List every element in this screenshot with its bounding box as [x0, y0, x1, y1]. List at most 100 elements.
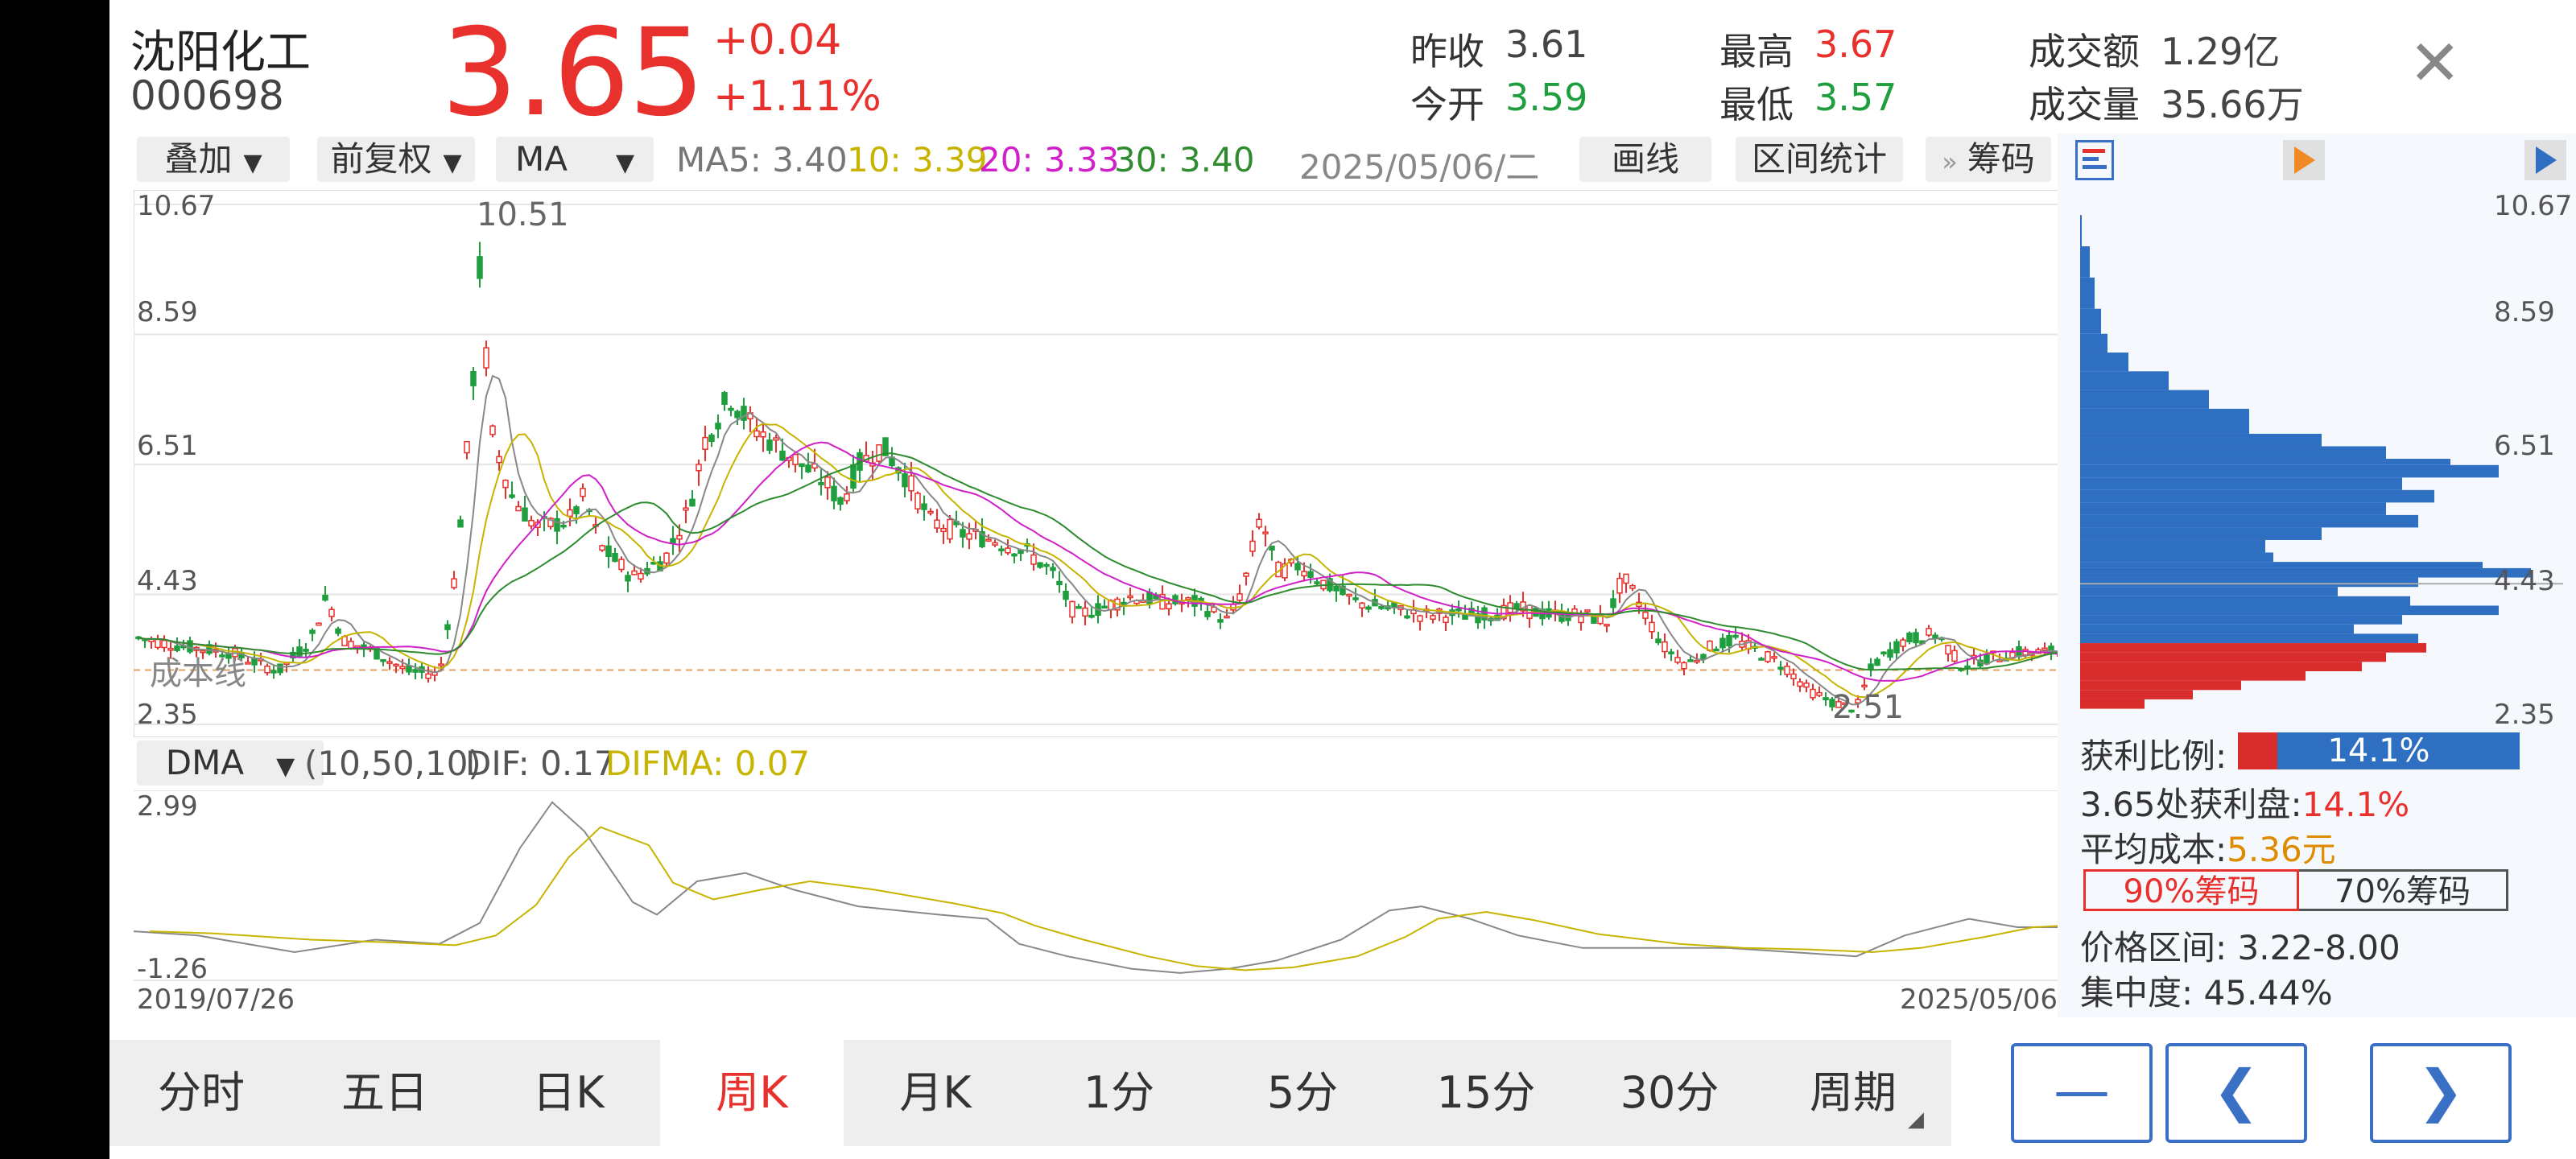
indicator-dropdown[interactable]: MA ▼	[496, 137, 654, 182]
candle-body	[1823, 697, 1829, 700]
candle-body	[264, 665, 270, 674]
candle-body	[1719, 637, 1726, 649]
tab-0[interactable]: 分时	[158, 1067, 245, 1118]
volume-value: 35.66万	[2161, 83, 2304, 126]
candle-body	[1642, 611, 1649, 619]
chip-fire-icon[interactable]	[2283, 140, 2325, 180]
chevron-right-button[interactable]: ❯	[2370, 1043, 2512, 1143]
avg-cost-value: 5.36元	[2227, 830, 2336, 869]
candle-body	[1211, 606, 1217, 612]
candle-body	[683, 507, 689, 511]
candle-body	[927, 510, 934, 514]
candle-body	[1810, 688, 1816, 699]
candle-body	[483, 347, 489, 369]
low-value: 3.57	[1814, 76, 1897, 119]
candle-body	[1674, 657, 1681, 663]
dma-chart[interactable]	[134, 790, 2164, 984]
candle-body	[805, 464, 811, 472]
tab-6[interactable]: 5分	[1266, 1067, 1339, 1118]
chip-y-label: 4.43	[2494, 565, 2555, 597]
candle-body	[902, 473, 908, 488]
ma30-line	[138, 452, 2078, 671]
chip-y-label: 8.59	[2494, 296, 2555, 328]
candle-body	[477, 256, 483, 279]
kline-chart[interactable]	[134, 190, 2164, 737]
adjust-dropdown[interactable]: 前复权 ▼	[317, 137, 475, 182]
candle-body	[1455, 608, 1462, 612]
chip-bar	[2080, 690, 2193, 699]
chip-bar	[2080, 633, 2418, 644]
candle-body	[1236, 593, 1243, 601]
candle-body	[728, 407, 734, 411]
candle-body	[1932, 634, 1938, 639]
chip-y-label: 6.51	[2494, 430, 2555, 462]
candle-body	[451, 578, 457, 588]
candle-body	[303, 649, 309, 652]
y-axis-label: 6.51	[137, 430, 198, 462]
chip-bar	[2080, 652, 2386, 662]
y-axis-label: 10.67	[137, 190, 216, 222]
candle-body	[1069, 600, 1075, 618]
chips-button[interactable]: » 筹码	[1926, 137, 2051, 182]
chip-bar	[2080, 464, 2499, 478]
candle-body	[1926, 628, 1932, 636]
sub-indicator-label: DMA	[165, 743, 245, 782]
chip-bar	[2080, 371, 2169, 390]
candle-body	[1359, 602, 1365, 609]
dma-params: (10,50,10)	[304, 744, 481, 783]
profit-ratio-fill	[2238, 732, 2278, 769]
chip-90-button[interactable]: 90%筹码	[2083, 869, 2299, 911]
candle-body	[1732, 634, 1739, 638]
candle-body	[1945, 645, 1951, 655]
prev-close-label: 昨收	[1410, 30, 1484, 73]
candle-body	[393, 663, 399, 667]
candle-body	[335, 628, 341, 634]
chip-bar	[2080, 390, 2209, 409]
candle-body	[612, 552, 618, 563]
range-stats-button[interactable]: 区间统计	[1736, 137, 1903, 182]
tab-8[interactable]: 30分	[1620, 1067, 1719, 1118]
tab-4[interactable]: 月K	[899, 1067, 972, 1118]
candle-body	[470, 370, 477, 386]
chip-distribution-icon[interactable]	[2075, 140, 2114, 180]
tab-1[interactable]: 五日	[341, 1067, 428, 1118]
chip-70-button[interactable]: 70%筹码	[2299, 869, 2508, 911]
close-icon[interactable]: ✕	[2409, 27, 2462, 100]
candle-body	[1417, 615, 1423, 622]
candle-body	[689, 498, 696, 507]
chip-bar	[2080, 680, 2241, 691]
tab-3[interactable]: 周K	[660, 1040, 844, 1146]
candle-body	[1301, 571, 1307, 577]
profit-at-price: 3.65处获利盘:14.1%	[2080, 777, 2409, 827]
candle-body	[1365, 606, 1372, 610]
candle-body	[882, 437, 889, 456]
chevron-left-button[interactable]: ❮	[2165, 1043, 2307, 1143]
candle-body	[1713, 648, 1719, 652]
candle-body	[1256, 518, 1262, 528]
candle-body	[1282, 563, 1288, 579]
ma20-line	[138, 441, 2078, 682]
sub-indicator-dropdown[interactable]: DMA ▼	[137, 740, 324, 786]
candle-body	[1700, 654, 1707, 660]
chip-distribution-chart[interactable]	[2080, 190, 2576, 721]
candle-body	[167, 647, 174, 651]
candle-body	[1835, 701, 1842, 708]
candle-body	[1610, 598, 1616, 608]
candle-body	[876, 443, 882, 462]
overlay-dropdown[interactable]: 叠加 ▼	[137, 137, 290, 182]
ma30-value: 30: 3.40	[1114, 140, 1255, 179]
dma-y-min: -1.26	[137, 953, 208, 985]
candle-body	[412, 669, 419, 673]
chip-blue-icon[interactable]	[2524, 140, 2566, 180]
draw-line-button[interactable]: 画线	[1579, 137, 1711, 182]
candle-body	[960, 529, 966, 538]
minus-button[interactable]: —	[2011, 1043, 2153, 1143]
candle-body	[1063, 590, 1069, 600]
tab-9[interactable]: 周期	[1810, 1067, 1897, 1118]
tab-7[interactable]: 15分	[1436, 1067, 1536, 1118]
tab-5[interactable]: 1分	[1083, 1067, 1155, 1118]
candle-body	[1043, 563, 1050, 567]
tab-2[interactable]: 日K	[532, 1067, 605, 1118]
candle-body	[573, 506, 580, 514]
candle-body	[1668, 651, 1674, 655]
